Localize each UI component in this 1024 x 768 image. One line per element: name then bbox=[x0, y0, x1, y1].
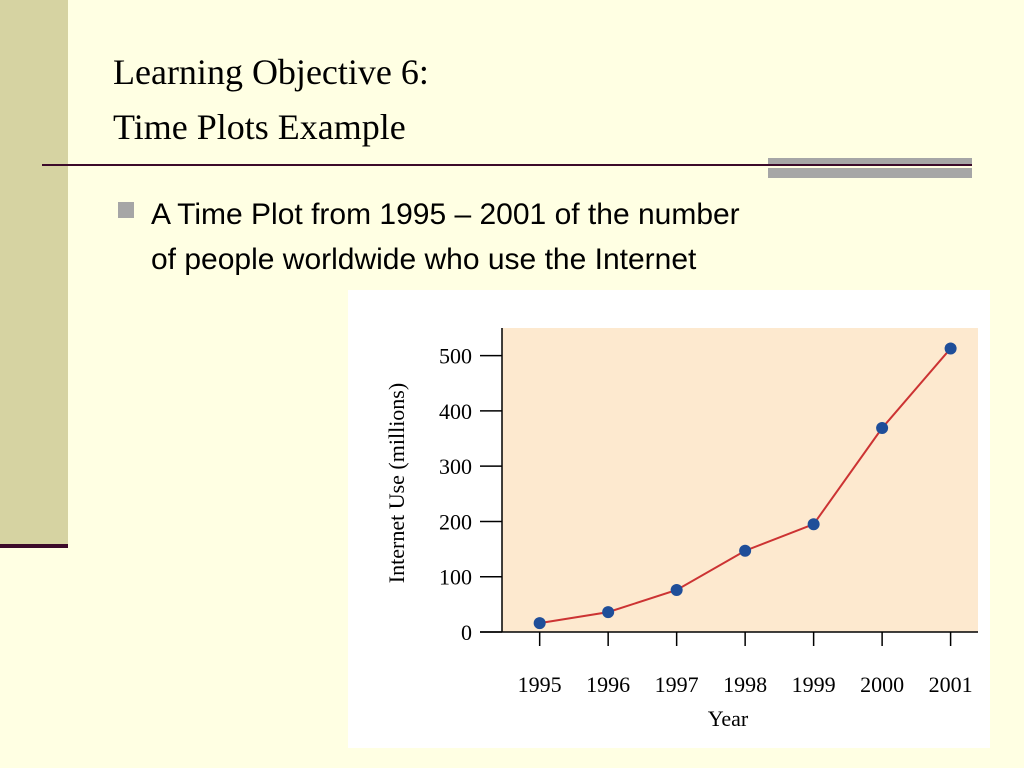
data-point bbox=[739, 544, 752, 557]
bullet-text: A Time Plot from 1995 – 2001 of the numb… bbox=[151, 198, 740, 231]
x-axis-label: Year bbox=[708, 706, 749, 731]
side-bar-rule bbox=[0, 544, 68, 548]
x-tick-label: 2000 bbox=[860, 672, 904, 697]
data-point bbox=[944, 342, 957, 355]
bullet-icon bbox=[118, 202, 134, 218]
title: Time Plots Example bbox=[113, 107, 406, 147]
x-tick-label: 2001 bbox=[929, 672, 973, 697]
data-point bbox=[670, 583, 683, 596]
y-tick-label: 500 bbox=[439, 344, 472, 369]
x-tick-label: 1999 bbox=[792, 672, 836, 697]
title: Learning Objective 6: bbox=[113, 52, 429, 92]
x-tick-label: 1996 bbox=[586, 672, 630, 697]
y-tick-label: 400 bbox=[439, 399, 472, 424]
title-rule bbox=[42, 164, 972, 166]
data-point bbox=[602, 606, 615, 619]
rule-accent bbox=[768, 168, 972, 178]
plot-area bbox=[502, 328, 978, 632]
data-point bbox=[807, 518, 820, 531]
y-axis-label: Internet Use (millions) bbox=[384, 383, 409, 583]
y-tick-label: 300 bbox=[439, 454, 472, 479]
bullet-text: of people worldwide who use the Internet bbox=[151, 243, 697, 276]
rule-accent bbox=[768, 158, 972, 164]
y-tick-label: 200 bbox=[439, 509, 472, 534]
x-tick-label: 1997 bbox=[655, 672, 699, 697]
data-point bbox=[876, 422, 889, 435]
y-tick-label: 100 bbox=[439, 565, 472, 590]
side-bar bbox=[0, 0, 68, 545]
chart: 0 100 200 300 400 500 1995 1996 1997 1998 1999 2000… bbox=[384, 328, 978, 731]
x-tick-label: 1998 bbox=[723, 672, 767, 697]
data-point bbox=[533, 617, 546, 630]
y-tick-label: 0 bbox=[461, 620, 472, 645]
x-tick-label: 1995 bbox=[518, 672, 562, 697]
